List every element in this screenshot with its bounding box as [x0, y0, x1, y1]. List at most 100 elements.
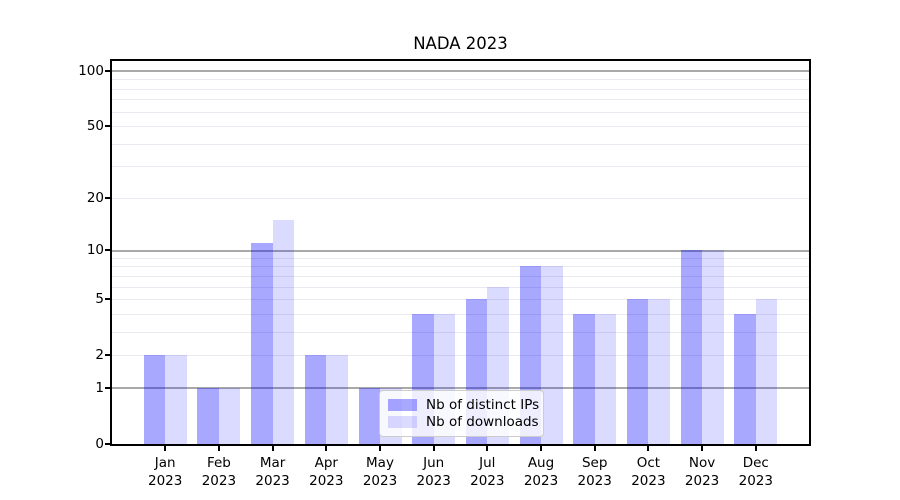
x-tick-label: Apr 2023 [281, 454, 371, 490]
x-tick-label: Mar 2023 [228, 454, 318, 490]
chart-title: NADA 2023 [413, 34, 508, 53]
bar [218, 387, 241, 444]
y-tick-label: 5 [95, 291, 104, 308]
x-tick-label: May 2023 [335, 454, 425, 490]
legend-item: Nb of downloads [388, 414, 539, 430]
minor-gridline [112, 79, 809, 81]
bar [626, 299, 649, 444]
x-tick-label-line: Feb [206, 455, 231, 471]
minor-gridline [112, 355, 809, 357]
bar [358, 387, 380, 444]
minor-gridline [112, 299, 809, 301]
x-tick-mark [540, 446, 542, 451]
x-tick-label-line: 2023 [201, 473, 237, 489]
x-tick-mark [647, 446, 650, 451]
x-tick-label-line: Jun [423, 455, 445, 471]
minor-gridline [112, 99, 809, 101]
bar [680, 250, 703, 444]
bar [165, 355, 187, 444]
y-tick-label: 100 [78, 62, 104, 79]
bar [251, 243, 273, 444]
y-tick-mark [105, 354, 112, 357]
x-tick-label: Dec 2023 [711, 454, 801, 490]
y-tick-label: 2 [95, 347, 104, 364]
minor-gridline [112, 257, 809, 259]
y-tick-mark [105, 196, 112, 199]
x-tick-label-line: 2023 [738, 473, 773, 489]
legend-swatch-downloads [388, 415, 417, 428]
bar [755, 299, 778, 444]
y-tick-mark [105, 69, 112, 72]
x-tick-label-line: May [366, 455, 394, 471]
x-tick-label: Jul 2023 [442, 454, 532, 490]
x-tick-label-line: Apr [314, 455, 338, 471]
x-tick-label-line: Dec [742, 455, 769, 471]
bar [541, 266, 563, 444]
bar [734, 313, 756, 444]
x-tick-label: Feb 2023 [174, 454, 264, 490]
legend-label-distinct-ips: Nb of distinct IPs [426, 397, 540, 414]
minor-gridline [112, 331, 809, 333]
major-gridline [112, 70, 809, 73]
y-tick-mark [105, 443, 112, 445]
x-tick-label-line: 2023 [309, 473, 344, 489]
bar [197, 387, 219, 444]
x-tick-label: Jan 2023 [120, 454, 210, 490]
x-tick-label-line: Oct [636, 455, 661, 471]
x-tick-mark [164, 446, 167, 451]
y-tick-label: 1 [95, 379, 104, 396]
x-tick-label-line: Aug [527, 455, 555, 471]
x-tick-mark [486, 446, 489, 451]
bar [594, 313, 617, 444]
x-tick-label-line: 2023 [577, 473, 612, 489]
x-tick-mark [701, 446, 704, 451]
plot-area [110, 59, 811, 446]
x-tick-label-line: 2023 [684, 473, 720, 489]
x-tick-mark [271, 446, 274, 451]
minor-gridline [112, 88, 809, 90]
x-tick-label: Nov 2023 [657, 454, 747, 490]
legend-swatch-distinct-ips [388, 399, 417, 412]
x-tick-mark [379, 446, 381, 451]
minor-gridline [112, 143, 809, 145]
x-tick-label-line: Nov [688, 455, 716, 471]
x-tick-label-line: 2023 [255, 473, 290, 489]
x-tick-mark [593, 446, 596, 451]
legend-item: Nb of distinct IPs [388, 397, 539, 413]
bar [648, 299, 670, 444]
minor-gridline [112, 111, 809, 113]
y-tick-label: 20 [86, 189, 104, 206]
legend-label-downloads: Nb of downloads [426, 413, 539, 430]
major-gridline [112, 249, 809, 252]
x-tick-label-line: 2023 [631, 473, 666, 489]
y-tick-mark [105, 249, 112, 252]
x-tick-mark [217, 446, 220, 451]
legend: Nb of distinct IPs Nb of downloads [379, 390, 544, 437]
bar [326, 355, 348, 444]
x-tick-mark [754, 446, 757, 451]
bar [272, 219, 295, 444]
x-tick-label: Aug 2023 [496, 454, 586, 490]
x-tick-mark [432, 446, 435, 451]
minor-gridline [112, 313, 809, 315]
major-gridline [112, 387, 809, 390]
minor-gridline [112, 266, 809, 268]
x-tick-label: Sep 2023 [550, 454, 640, 490]
y-tick-mark [105, 386, 112, 389]
y-tick-label: 0 [95, 436, 104, 452]
bar [143, 355, 166, 444]
x-tick-label-line: 2023 [470, 473, 505, 489]
x-tick-label-line: 2023 [416, 473, 451, 489]
x-tick-label: Jun 2023 [389, 454, 479, 490]
y-tick-mark [105, 125, 112, 127]
x-tick-label: Oct 2023 [603, 454, 693, 490]
x-tick-label-line: Mar [259, 455, 286, 471]
minor-gridline [112, 275, 809, 277]
bar [573, 313, 595, 444]
y-tick-label: 50 [86, 118, 104, 134]
minor-gridline [112, 286, 809, 288]
minor-gridline [112, 126, 809, 127]
minor-gridline [112, 197, 809, 199]
x-tick-mark [325, 446, 328, 451]
